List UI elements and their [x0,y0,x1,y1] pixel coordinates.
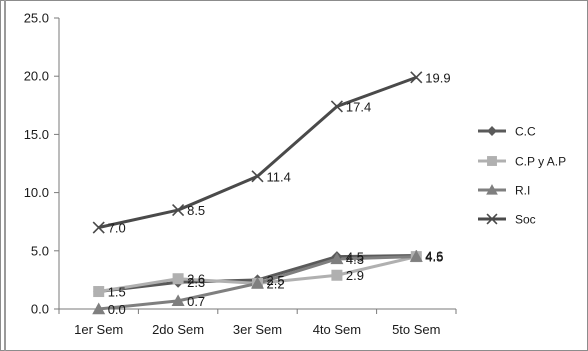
data-point-s1-3 [331,269,343,281]
legend-marker-2 [486,184,498,195]
x-tick-label: 4to Sem [313,322,361,337]
axes: 0.0 5.0 10.0 15.0 20.0 25.0 1er Sem 2do Sem 3er … [24,11,457,337]
data-point-s3-1 [172,203,185,217]
data-label-s0-4: 4.6 [425,248,443,263]
x-marker-stroke [410,71,423,84]
data-point-s2-4 [409,250,423,262]
legend-label: C.C [515,125,536,139]
x-marker-stroke [92,221,105,234]
legend-marker-3 [486,213,498,225]
data-point-s2-0 [92,302,106,315]
data-label-s0-2: 2.5 [267,273,285,288]
data-point-s2-2 [251,276,264,289]
y-tick-label: 15.0 [24,127,49,142]
data-label-s2-1: 0.7 [187,294,205,309]
data-labels: 2.3 2.54.5 4.61.52.6 2.22.94.50.00.74.3 4.57… [108,70,451,317]
data-label-s0-1: 2.3 [187,275,205,290]
data-point-s3-4 [410,71,423,84]
legend-label: R.I [515,184,530,198]
data-label-s1-2: 2.2 [267,276,285,291]
x-marker-stroke [251,170,264,183]
data-point-s1-1 [172,273,184,285]
legend: C.C C.P y A.P R.I Soc [478,125,566,227]
data-point-s3-2 [251,170,264,183]
x-tick-label: 1er Sem [74,322,123,337]
x-tick-label: 2do Sem [152,322,204,337]
y-tick-label: 0.0 [31,302,49,317]
data-label-s1-3: 2.9 [346,268,364,283]
data-label-s1-4: 4.5 [425,250,443,265]
data-point-s3-0 [92,221,105,234]
legend-label: C.P y A.P [515,155,566,169]
window-left-edge [4,0,6,351]
x-tick-label: 5to Sem [392,322,440,337]
data-label-s2-3: 4.3 [346,252,364,267]
data-label-s3-4: 19.9 [425,70,450,85]
data-label-s3-0: 7.0 [108,221,126,236]
x-marker-stroke [172,203,185,217]
x-marker-stroke [330,100,343,113]
data-label-s3-1: 8.5 [187,203,205,218]
y-tick-label: 25.0 [24,11,49,26]
legend-label: Soc [515,213,536,227]
legend-marker-0 [487,126,497,136]
legend-marker-1 [487,156,497,166]
x-marker-stroke [486,213,498,225]
data-label-s0-3: 4.5 [346,250,364,265]
data-label-s2-4: 4.5 [425,250,443,265]
data-point-s3-3 [330,100,343,113]
series-markers [92,71,423,315]
y-tick-label: 10.0 [24,185,49,200]
data-label-s1-0: 1.5 [108,285,126,300]
data-label-s1-1: 2.6 [187,272,205,287]
data-label-s3-2: 11.4 [267,169,291,184]
data-label-s3-3: 17.4 [346,99,371,114]
x-tick-label: 3er Sem [233,322,282,337]
data-point-s2-1 [171,294,185,307]
y-tick-label: 5.0 [31,243,49,258]
data-point-s1-0 [93,286,105,298]
data-point-s2-3 [330,252,344,265]
data-label-s2-0: 0.0 [108,302,126,317]
y-tick-label: 20.0 [24,69,49,84]
